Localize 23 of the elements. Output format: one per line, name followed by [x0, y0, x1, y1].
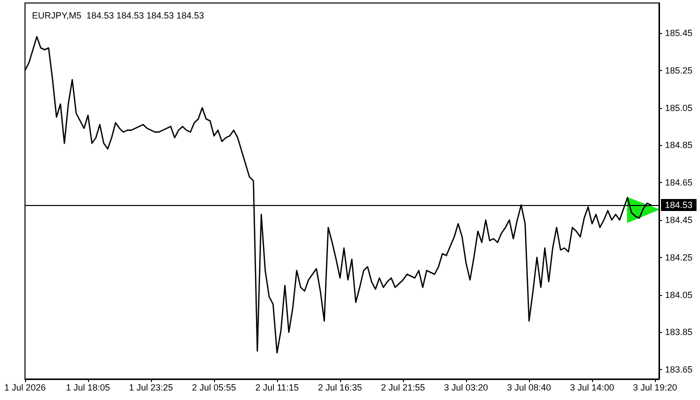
- x-tick-label: 3 Jul 03:20: [444, 382, 488, 392]
- y-tick-label: 185.25: [665, 65, 693, 76]
- x-tick-label: 3 Jul 19:20: [633, 382, 678, 392]
- x-tick-label: 2 Jul 11:15: [255, 382, 299, 392]
- x-tick-label: 3 Jul 14:00: [570, 382, 614, 392]
- x-tick-label: 1 Jul 23:25: [128, 382, 174, 392]
- x-tick-label: 2 Jul 05:55: [192, 382, 236, 392]
- x-tick-label: 1 Jul 2026: [4, 382, 46, 392]
- y-tick-label: 183.85: [665, 327, 693, 338]
- y-tick-label: 184.25: [665, 252, 693, 262]
- x-tick-label: 2 Jul 21:55: [381, 382, 426, 392]
- x-tick-label: 1 Jul 18:05: [66, 382, 110, 392]
- y-tick-label: 185.45: [665, 28, 693, 38]
- x-tick-label: 2 Jul 16:35: [318, 382, 362, 392]
- y-tick-label: 184.45: [665, 214, 693, 225]
- text: EURJPY,M5 184.53 184.53 184.53 184.53: [32, 10, 204, 20]
- y-tick-label: 184.85: [665, 140, 693, 150]
- x-tick-label: 3 Jul 08:40: [507, 382, 552, 392]
- y-tick-label: 183.65: [665, 364, 693, 375]
- y-tick-label: 184.65: [665, 178, 693, 188]
- y-tick-label: 184.05: [665, 290, 693, 300]
- y-tick-label: 185.05: [665, 102, 693, 113]
- ref-line-label: 184.53: [665, 200, 693, 210]
